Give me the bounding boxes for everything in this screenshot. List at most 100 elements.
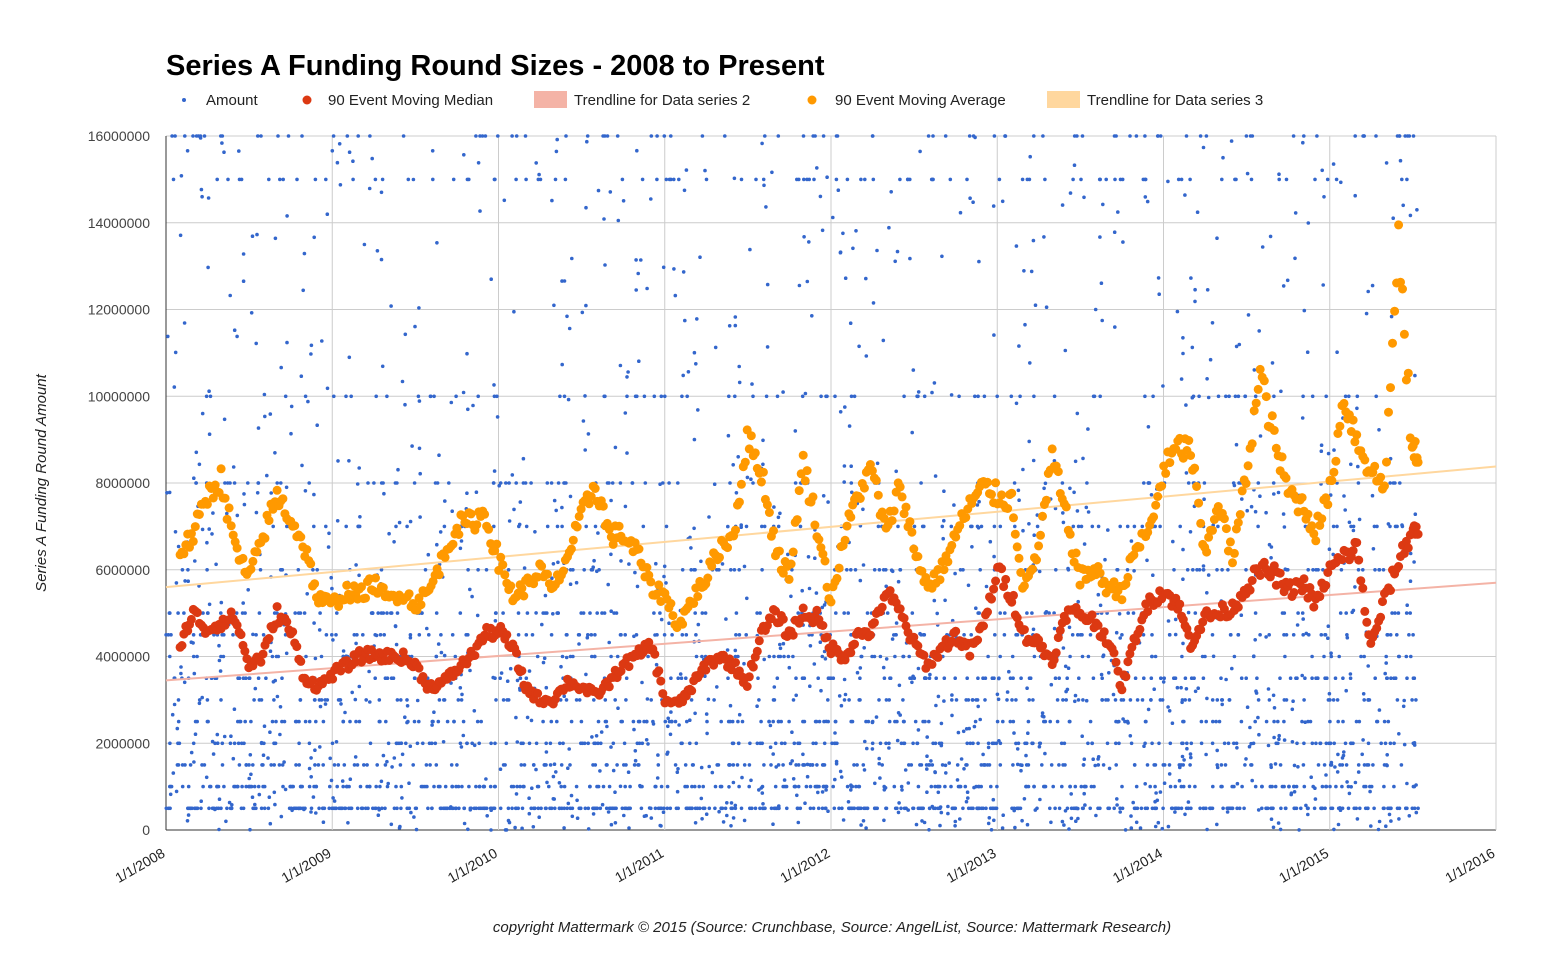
- amount-point: [967, 134, 972, 138]
- amount-point: [636, 271, 640, 276]
- amount-point: [1078, 633, 1083, 637]
- amount-point: [557, 806, 562, 811]
- average-point: [668, 611, 678, 621]
- legend-item-moving-average[interactable]: 90 Event Moving Average: [807, 92, 1006, 109]
- amount-point: [331, 134, 336, 138]
- amount-point: [541, 660, 546, 665]
- legend-item-trendline-series-2[interactable]: Trendline for Data series 2: [534, 91, 750, 109]
- amount-point: [1384, 161, 1389, 165]
- amount-point: [1320, 784, 1325, 789]
- legend-item-amount[interactable]: Amount: [182, 92, 259, 109]
- amount-point: [457, 806, 461, 811]
- amount-point: [781, 390, 785, 394]
- median-point: [470, 651, 480, 660]
- amount-point: [249, 311, 254, 315]
- amount-point: [813, 556, 817, 560]
- amount-point: [1208, 806, 1213, 811]
- amount-point: [269, 491, 274, 495]
- amount-point: [699, 765, 704, 770]
- amount-point: [598, 806, 603, 811]
- amount-point: [460, 692, 464, 697]
- amount-point: [1117, 719, 1121, 724]
- amount-point: [789, 594, 793, 599]
- amount-point: [1343, 741, 1348, 746]
- average-point: [466, 509, 476, 519]
- amount-point: [837, 806, 841, 811]
- legend-item-moving-median[interactable]: 90 Event Moving Median: [302, 92, 494, 109]
- amount-point: [1204, 134, 1209, 138]
- amount-point: [1226, 568, 1230, 572]
- amount-point: [690, 763, 695, 767]
- amount-point: [312, 524, 316, 529]
- amount-point: [171, 771, 176, 775]
- median-point: [502, 630, 512, 640]
- amount-point: [925, 767, 929, 771]
- amount-point: [171, 177, 176, 182]
- amount-point: [174, 581, 179, 585]
- amount-point: [961, 568, 965, 572]
- amount-point: [489, 808, 494, 812]
- amount-point: [849, 464, 853, 469]
- amount-point: [1319, 443, 1324, 448]
- amount-point: [1032, 533, 1036, 537]
- amount-point: [302, 251, 307, 256]
- amount-point: [874, 715, 879, 719]
- amount-point: [840, 806, 844, 811]
- legend-item-trendline-series-3[interactable]: Trendline for Data series 3: [1047, 91, 1263, 109]
- average-point: [1221, 524, 1231, 534]
- amount-point: [1022, 269, 1026, 273]
- x-tick-label: 1/1/2013: [944, 845, 999, 886]
- median-point: [877, 602, 887, 612]
- amount-point: [1086, 654, 1091, 659]
- amount-point: [1079, 177, 1083, 182]
- x-tick-label: 1/1/2010: [445, 845, 500, 886]
- amount-point: [1055, 698, 1060, 702]
- amount-point: [1061, 646, 1066, 650]
- amount-point: [1121, 717, 1125, 721]
- median-point: [1131, 636, 1141, 646]
- amount-point: [493, 741, 497, 746]
- amount-point: [790, 568, 794, 572]
- average-point: [220, 493, 230, 503]
- amount-point: [1013, 524, 1017, 529]
- amount-point: [408, 635, 413, 640]
- amount-point: [1020, 818, 1024, 823]
- amount-point: [1211, 719, 1215, 724]
- amount-point: [1028, 361, 1032, 365]
- amount-point: [946, 811, 950, 816]
- amount-point: [1084, 505, 1089, 510]
- median-point: [1087, 610, 1097, 620]
- amount-point: [1273, 762, 1278, 766]
- amount-point: [327, 806, 332, 811]
- amount-point: [1349, 524, 1353, 529]
- amount-point: [317, 628, 322, 632]
- amount-point: [1256, 481, 1261, 485]
- amount-point: [334, 633, 338, 637]
- amount-point: [185, 819, 190, 823]
- median-point: [1019, 625, 1029, 635]
- x-axis-ticks: 1/1/2008 1/1/2009 1/1/2010 1/1/2011 1/1/2012…: [112, 845, 1497, 886]
- amount-point: [186, 806, 190, 811]
- amount-point: [1062, 823, 1066, 827]
- amount-point: [1271, 481, 1276, 485]
- amount-point: [731, 780, 736, 785]
- amount-point: [805, 177, 809, 182]
- amount-point: [338, 183, 343, 187]
- amount-point: [1014, 633, 1018, 637]
- average-point: [1036, 530, 1045, 540]
- amount-point: [1362, 698, 1366, 702]
- amount-point: [910, 430, 914, 435]
- median-point: [1372, 623, 1382, 633]
- amount-point: [405, 720, 409, 725]
- amount-point: [560, 362, 564, 367]
- amount-point: [348, 719, 352, 724]
- amount-point: [507, 519, 512, 523]
- amount-point: [425, 626, 429, 631]
- median-point: [788, 630, 798, 640]
- amount-point: [655, 776, 660, 780]
- amount-point: [1229, 633, 1233, 637]
- amount-point: [1324, 741, 1329, 746]
- amount-point: [1329, 651, 1333, 655]
- amount-point: [1295, 623, 1300, 627]
- amount-point: [975, 698, 980, 702]
